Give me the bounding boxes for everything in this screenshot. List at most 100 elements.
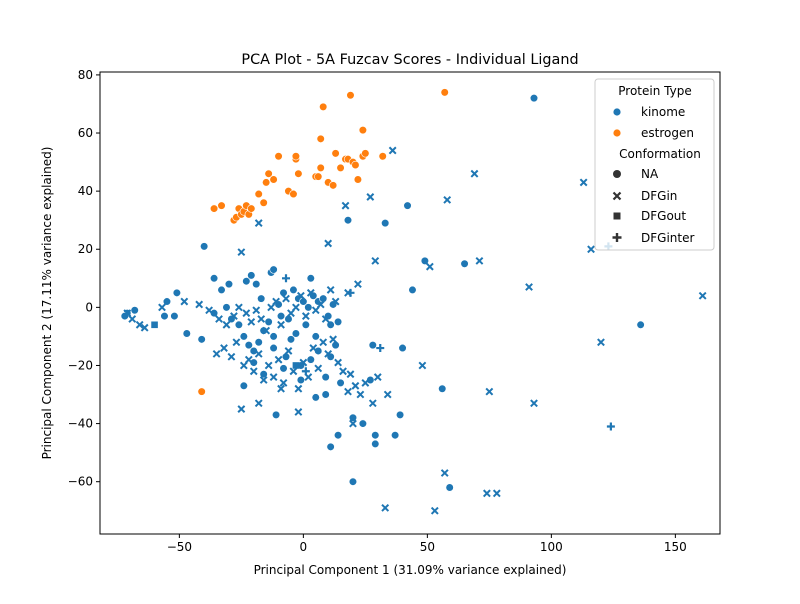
kinome-dfgin-point [234,303,243,312]
kinome-na-point [438,384,447,393]
kinome-na-point [321,390,330,399]
legend-label-estrogen: estrogen [641,126,694,140]
kinome-dfgin-point [366,193,375,201]
y-tick-label: 0 [85,300,93,314]
kinome-dfgin-point [287,309,295,318]
kinome-na-point [222,303,231,312]
legend-entry-dfgin: DFGin [612,189,677,203]
kinome-dfgin-point [244,355,253,364]
kinome-dfgin-point [205,306,214,315]
kinome-dfgin-point [309,344,318,352]
kinome-swatch-icon [612,107,622,117]
legend-entry-estrogen: estrogen [612,126,694,140]
y-tick-label: −40 [68,417,93,431]
legend-label-na: NA [641,167,659,181]
x-marker-icon [612,191,622,201]
kinome-dfginter-point [346,288,355,297]
kinome-dfgin-point [257,315,266,323]
kinome-dfgin-point [314,364,323,373]
kinome-na-point [336,378,345,388]
kinome-na-point [306,355,315,364]
kinome-dfgin-point [299,358,308,367]
estrogen-na-point [358,126,367,135]
kinome-na-point [348,477,358,486]
kinome-dfgin-point [272,297,280,306]
kinome-dfgin-point [698,291,707,300]
kinome-dfgin-point [195,300,204,309]
kinome-na-point [289,285,298,295]
estrogen-na-point [264,169,273,178]
kinome-na-point [296,375,305,385]
kinome-na-point [247,271,256,280]
y-tick-label: 40 [78,184,93,198]
kinome-na-point [445,483,454,492]
kinome-na-point [242,277,251,286]
kinome-dfgin-point [158,303,166,312]
estrogen-na-point [269,175,278,184]
kinome-dfgin-point [316,300,325,309]
kinome-dfgin-point [269,373,278,382]
kinome-dfgin-point [383,390,392,399]
kinome-na-point [170,311,179,321]
legend-label-dfginter: DFGinter [641,231,694,245]
kinome-dfgin-point [339,367,347,376]
estrogen-na-point [262,178,271,187]
estrogen-na-point [294,169,303,178]
kinome-dfginter-point [606,422,615,431]
estrogen-na-point [361,149,370,158]
kinome-dfgin-point [373,373,382,382]
kinome-dfgin-point [284,347,293,355]
estrogen-na-point [314,172,323,181]
estrogen-na-point [319,102,328,111]
kinome-dfgin-point [356,390,365,399]
kinome-dfgin-point [123,309,132,318]
kinome-dfgin-point [232,338,241,347]
kinome-na-point [217,285,226,295]
kinome-dfgin-point [292,303,300,312]
kinome-dfgin-point [239,361,248,370]
kinome-na-point [259,370,268,379]
legend-entry-dfginter: DFGinter [612,231,694,245]
kinome-dfgin-point [277,384,285,393]
estrogen-na-point [254,189,263,199]
legend: Protein Type kinome estrogen Conformatio… [594,78,715,251]
y-axis: −60 −40 −20 0 20 40 60 80 [68,68,100,489]
kinome-dfgin-point [368,399,377,408]
kinome-na-point [311,393,320,402]
y-tick-label: 60 [78,126,93,140]
kinome-na-point [343,216,353,225]
kinome-na-point [279,364,288,373]
legend-entry-kinome: kinome [612,105,685,119]
kinome-dfgin-point [341,201,350,210]
estrogen-na-point [329,181,338,190]
kinome-na-point [197,335,206,344]
estrogen-na-point [351,160,360,170]
estrogen-na-point [316,134,325,143]
kinome-na-point [398,343,407,353]
kinome-na-point [264,317,273,326]
kinome-dfginter-point [282,274,290,283]
kinome-dfgin-point [230,312,238,320]
kinome-dfgout-point [151,321,158,329]
kinome-dfgin-point [475,256,484,265]
kinome-na-point [314,346,323,356]
x-axis: −50 0 50 100 150 [167,534,687,554]
kinome-dfgin-point [306,288,315,297]
kinome-dfgin-point [470,169,479,178]
x-tick-label: 0 [300,540,308,554]
estrogen-na-point [378,152,387,161]
kinome-na-point [209,309,219,318]
kinome-dfgin-point [267,303,276,312]
kinome-na-point [162,297,172,306]
legend-box [594,78,715,251]
kinome-dfgin-point [279,378,288,387]
kinome-dfgin-point [311,306,320,315]
kinome-dfgin-point [334,358,342,367]
kinome-dfgin-point [128,315,137,323]
kinome-dfgin-point [254,349,263,358]
kinome-dfgin-point [331,297,340,306]
kinome-na-point [182,329,191,338]
kinome-dfgin-point [274,355,283,364]
kinome-na-point [269,343,278,353]
